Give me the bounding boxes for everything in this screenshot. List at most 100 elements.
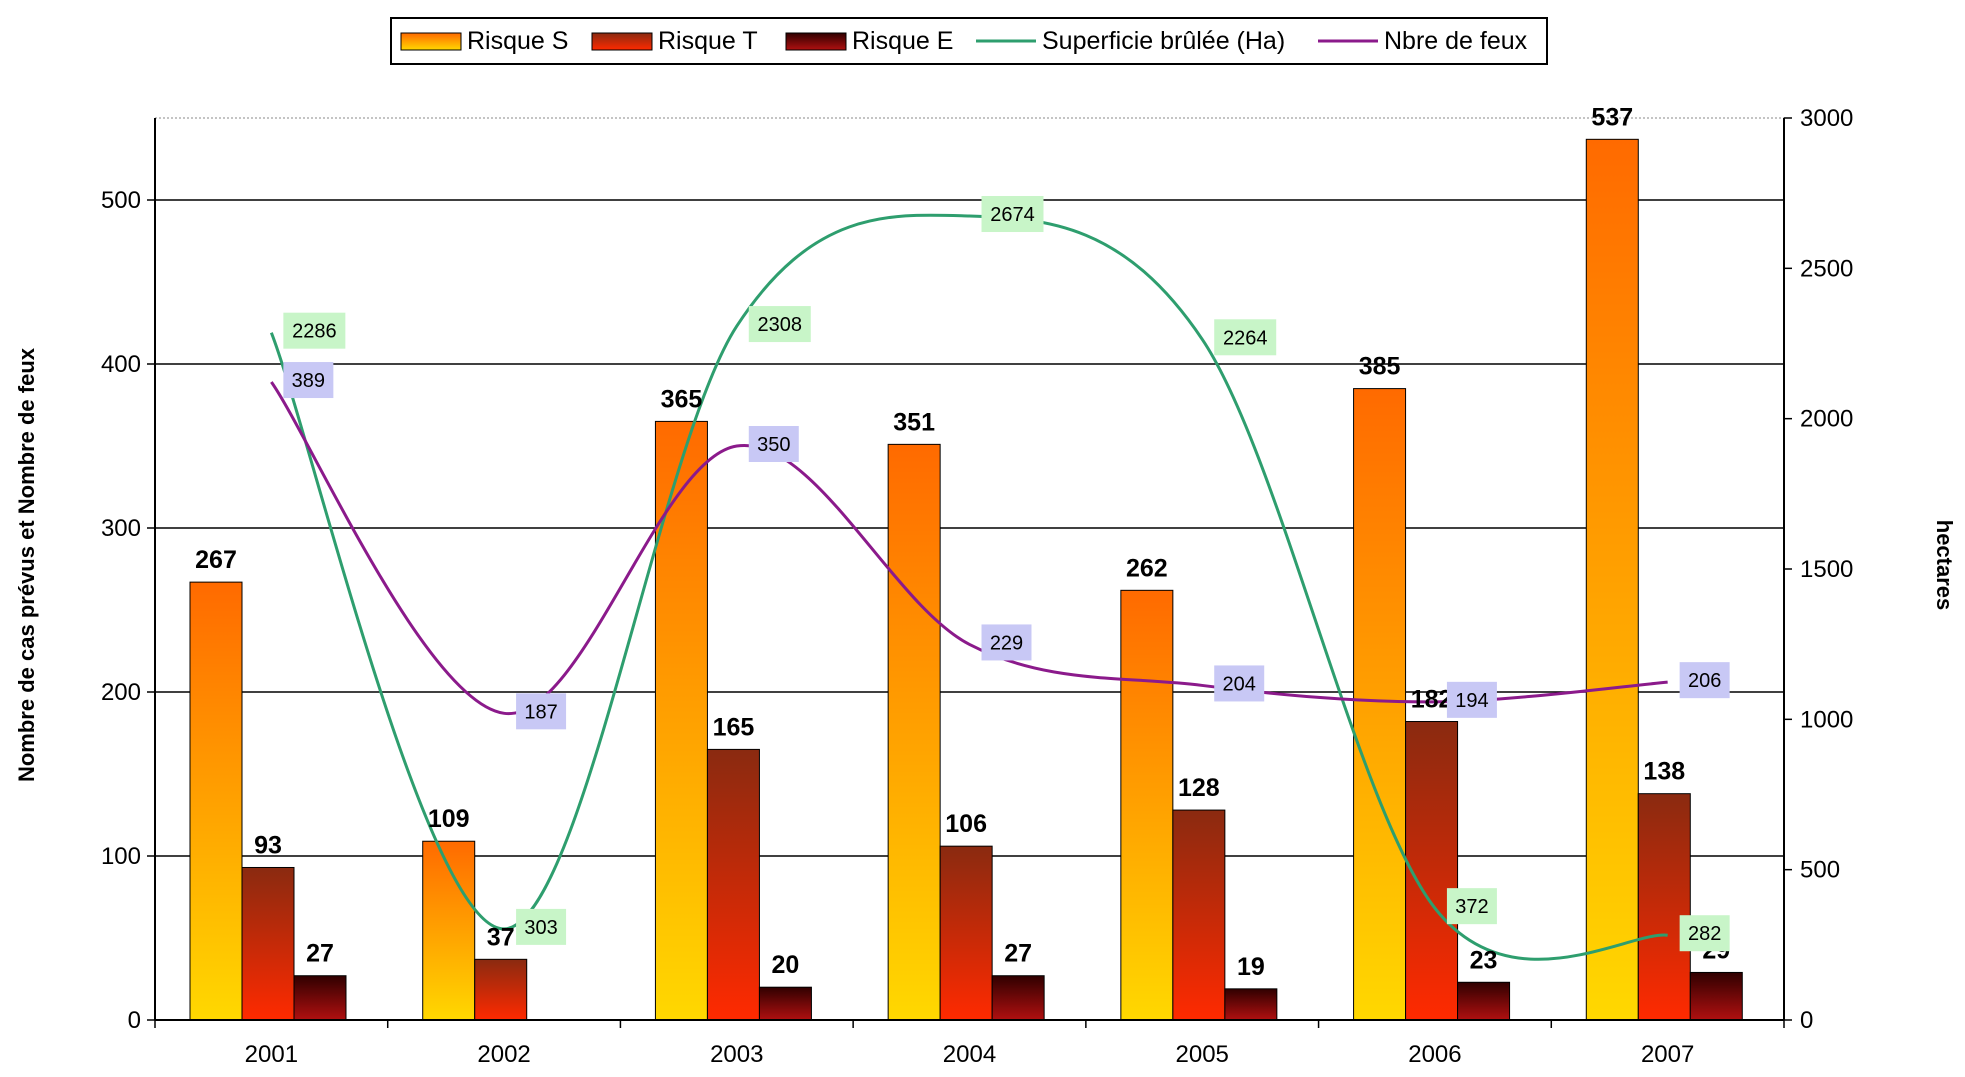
line-value-label-bg	[1446, 888, 1497, 925]
legend-label-risque-s: Risque S	[467, 27, 568, 55]
line-value-label-bg	[1679, 915, 1730, 952]
x-tick-label: 2006	[1408, 1041, 1461, 1068]
bar	[422, 840, 476, 1021]
series-line	[269, 213, 1668, 961]
line-value-label: 2308	[758, 314, 803, 336]
bar-value-label: 128	[1178, 774, 1220, 802]
line-value-label: 282	[1688, 923, 1721, 945]
bar	[887, 443, 941, 1021]
bar	[1637, 793, 1691, 1021]
bar	[1405, 721, 1459, 1021]
bar-value-label: 385	[1359, 353, 1401, 381]
y-right-tick-label: 500	[1800, 857, 1840, 884]
line-value-label-bg	[516, 908, 567, 945]
line-value-label-bg	[516, 693, 567, 730]
bar-value-label: 27	[1004, 940, 1032, 968]
line-value-label: 350	[757, 434, 790, 456]
y-left-tick-label: 100	[101, 843, 141, 870]
legend-label-risque-t: Risque T	[658, 27, 758, 55]
legend: Risque S Risque T Risque E Superficie br…	[390, 17, 1548, 65]
bar	[241, 866, 295, 1021]
y-right-axis-title: hectares	[1932, 520, 1957, 611]
bar	[189, 581, 243, 1021]
axes: 0 100 200 300 400 500 0 500 1000 1500 2000 2500 3000…	[101, 105, 1853, 1068]
line-value-label: 2286	[292, 321, 337, 343]
line-value-label-bg	[283, 362, 334, 399]
bars	[189, 138, 1743, 1021]
y-left-tick-label: 0	[128, 1007, 141, 1034]
y-left-tick-label: 500	[101, 187, 141, 214]
line-value-label-bg	[1214, 319, 1277, 356]
x-tick-label: 2002	[477, 1041, 530, 1068]
line-value-label: 204	[1223, 673, 1256, 695]
bar-value-labels: 267 109 365 351 262 385 537 93 37 165 106 128 182 138…	[195, 103, 1730, 981]
bar-value-label: 93	[254, 831, 282, 859]
bar	[991, 975, 1045, 1021]
line-value-label: 2674	[990, 204, 1035, 226]
line-value-labels: 2286 303 2308 2674 2264 372 282 389 187 350 229 204…	[283, 196, 1730, 952]
bar	[1689, 971, 1743, 1021]
y-right-tick-label: 2500	[1800, 255, 1853, 282]
series-lines	[269, 213, 1668, 961]
line-value-label-bg	[981, 624, 1032, 661]
bar-value-label: 19	[1237, 953, 1265, 981]
x-tick-label: 2001	[245, 1041, 298, 1068]
bar	[939, 845, 993, 1021]
line-value-label: 229	[990, 632, 1023, 654]
legend-label-superficie: Superficie brûlée (Ha)	[1042, 27, 1285, 55]
y-right-tick-label: 1500	[1800, 556, 1853, 583]
legend-swatch-risque-t	[591, 32, 653, 51]
line-value-label-bg	[1446, 681, 1497, 718]
bar	[1172, 809, 1226, 1021]
line-value-label-bg	[748, 426, 799, 462]
bar-value-label: 262	[1126, 554, 1168, 582]
bar	[1120, 589, 1174, 1021]
line-value-label: 206	[1688, 670, 1721, 692]
bar	[1224, 988, 1278, 1021]
gridlines	[155, 117, 1784, 857]
bar	[654, 420, 708, 1021]
bar	[758, 986, 812, 1021]
bar-value-label: 37	[487, 923, 515, 951]
line-value-label-bg	[283, 312, 346, 349]
bar	[1585, 138, 1639, 1021]
line-value-label: 2264	[1223, 327, 1268, 349]
x-tick-label: 2004	[943, 1041, 996, 1068]
line-value-label: 372	[1455, 896, 1488, 918]
y-right-tick-label: 0	[1800, 1007, 1813, 1034]
line-value-label-bg	[748, 306, 811, 343]
bar-value-label: 106	[945, 810, 987, 838]
bar-value-label: 23	[1470, 946, 1498, 974]
x-tick-label: 2005	[1176, 1041, 1229, 1068]
y-right-tick-label: 2000	[1800, 406, 1853, 433]
bar-value-label: 267	[195, 546, 237, 574]
legend-swatch-risque-e	[785, 32, 847, 51]
legend-label-risque-e: Risque E	[852, 27, 953, 55]
line-value-label-bg	[981, 196, 1044, 233]
line-value-label: 194	[1455, 690, 1488, 712]
bar	[1353, 388, 1407, 1021]
bar-value-label: 351	[893, 408, 935, 436]
bar	[1457, 981, 1511, 1021]
x-tick-label: 2007	[1641, 1041, 1694, 1068]
bar	[293, 975, 347, 1021]
bar-value-label: 165	[713, 713, 755, 741]
bar-value-label: 182	[1411, 686, 1453, 714]
y-right-tick-label: 1000	[1800, 706, 1853, 733]
line-value-label-bg	[1214, 665, 1265, 702]
bar-value-label: 537	[1591, 103, 1633, 131]
series-line	[270, 381, 1668, 715]
x-tick-label: 2003	[710, 1041, 763, 1068]
bar-value-label: 20	[772, 951, 800, 979]
y-left-axis-title: Nombre de cas prévus et Nombre de feux	[14, 347, 39, 782]
legend-swatch-risque-s	[400, 32, 462, 51]
bar	[706, 748, 760, 1021]
line-value-label-bg	[1679, 662, 1730, 699]
bar-value-label: 27	[306, 940, 334, 968]
bar	[474, 958, 528, 1021]
y-left-tick-label: 200	[101, 679, 141, 706]
line-value-label: 303	[524, 917, 557, 939]
bar-value-label: 109	[428, 805, 470, 833]
bar-value-label: 138	[1643, 758, 1685, 786]
